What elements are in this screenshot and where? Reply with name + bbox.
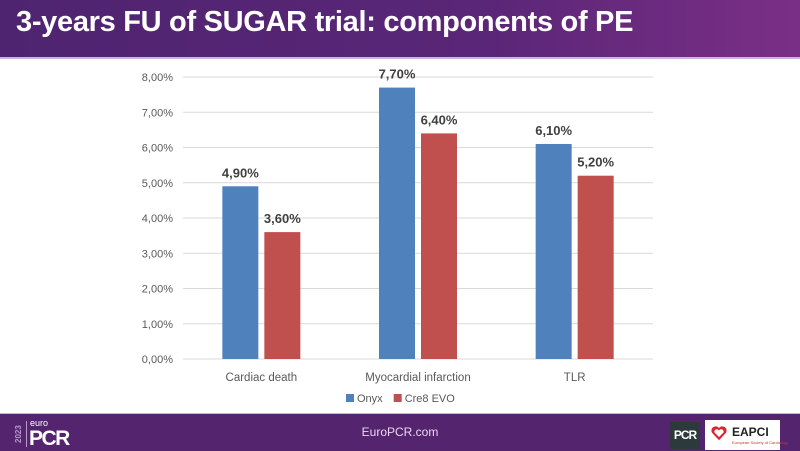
y-tick-label: 3,00% xyxy=(142,248,173,260)
bar-cre8-evo xyxy=(577,175,614,359)
data-label: 7,70% xyxy=(379,67,416,82)
legend-swatch xyxy=(393,394,402,402)
footer-url: EuroPCR.com xyxy=(361,425,439,439)
eapci-subtitle: European Society of Cardiology xyxy=(732,440,789,445)
bar-onyx xyxy=(535,143,572,359)
y-tick-label: 6,00% xyxy=(142,143,173,155)
bar-cre8-evo xyxy=(421,133,457,359)
data-label: 6,40% xyxy=(421,112,458,127)
y-tick-label: 4,00% xyxy=(142,213,173,225)
logo-name: PCR xyxy=(29,427,70,450)
bar-cre8-evo xyxy=(264,232,301,359)
y-tick-label: 5,00% xyxy=(142,178,173,190)
data-label: 3,60% xyxy=(264,211,301,226)
y-axis-ticks: 0,00% 1,00% 2,00% 3,00% 4,00% 5,00% 6,00% 7,00%… xyxy=(142,72,173,366)
data-label: 4,90% xyxy=(222,165,259,180)
bar-onyx xyxy=(379,87,415,359)
legend-label: Onyx xyxy=(357,393,383,405)
data-labels: 4,90% 3,60% 7,70% 6,40% 6,10% 5,20% xyxy=(222,67,615,227)
y-tick-label: 0,00% xyxy=(142,354,173,366)
slide-footer: 2023 euro PCR EuroPCR.com PCR EAPCI Euro… xyxy=(0,413,800,451)
eapci-logo: EAPCI European Society of Cardiology xyxy=(705,420,788,450)
heart-icon xyxy=(711,426,727,441)
slide-title: 3-years FU of SUGAR trial: components of… xyxy=(16,6,634,38)
slide-header: 3-years FU of SUGAR trial: components of… xyxy=(0,0,800,59)
category-label: Cardiac death xyxy=(226,372,298,384)
y-tick-label: 7,00% xyxy=(142,107,173,119)
legend-swatch xyxy=(346,394,354,402)
y-tick-label: 1,00% xyxy=(142,319,173,331)
logo-divider xyxy=(26,421,27,447)
category-label: TLR xyxy=(564,372,586,384)
y-tick-label: 2,00% xyxy=(142,284,173,296)
bars xyxy=(222,87,614,359)
y-tick-label: 8,00% xyxy=(142,72,173,84)
bar-onyx xyxy=(222,186,259,359)
eapci-name: EAPCI xyxy=(732,425,769,439)
logo-prefix: euro xyxy=(30,418,49,428)
data-label: 5,20% xyxy=(577,155,614,170)
pcr-badge-logo: PCR xyxy=(670,422,700,449)
legend: Onyx Cre8 EVO xyxy=(346,393,455,405)
x-axis-labels: Cardiac death Myocardial infarction TLR xyxy=(226,372,586,384)
gridlines xyxy=(183,76,653,360)
category-label: Myocardial infarction xyxy=(365,372,470,384)
data-label: 6,10% xyxy=(535,123,572,138)
legend-label: Cre8 EVO xyxy=(405,393,456,405)
